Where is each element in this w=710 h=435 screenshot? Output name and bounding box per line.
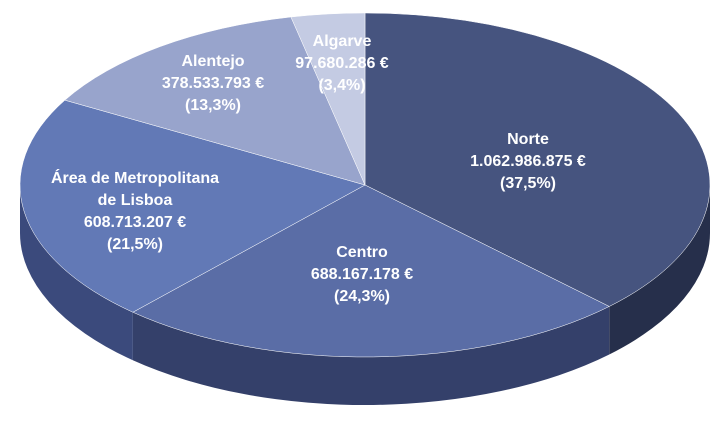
category-label: Norte [507,131,549,148]
slice [19,99,366,313]
slice [64,16,366,186]
category-label: Área de Metropolitana de Lisboa [50,170,220,209]
percentage-label: (21,5%) [106,236,164,253]
slice-label: Centro 688.167.178 € (24,3%) [262,242,462,308]
category-label: Alentejo [181,53,245,70]
percentage-label: (3,4%) [318,77,366,94]
percentage-label: (13,3%) [184,97,242,114]
slice-label: Área de Metropolitana de Lisboa 608.713.2… [45,168,225,256]
value-label: 378.533.793 € [161,75,265,92]
category-label: Centro [336,244,388,261]
value-label: 1.062.986.875 € [470,153,586,170]
value-label: 608.713.207 € [83,214,187,231]
percentage-label: (37,5%) [499,175,557,192]
percentage-label: (24,3%) [333,288,391,305]
slice-side [609,185,710,355]
slice-label: Algarve 97.680.286 € (3,4%) [277,31,407,97]
slice-label: Alentejo 378.533.793 € (13,3%) [133,51,293,117]
category-label: Algarve [312,33,372,50]
slice [132,184,610,358]
slice [364,12,710,307]
value-label: 97.680.286 € [295,55,389,72]
slice [290,12,366,186]
slice-side [132,306,610,406]
slice-side [20,185,133,361]
slice-label: Norte 1.062.986.875 € (37,5%) [428,129,628,195]
value-label: 688.167.178 € [310,266,414,283]
